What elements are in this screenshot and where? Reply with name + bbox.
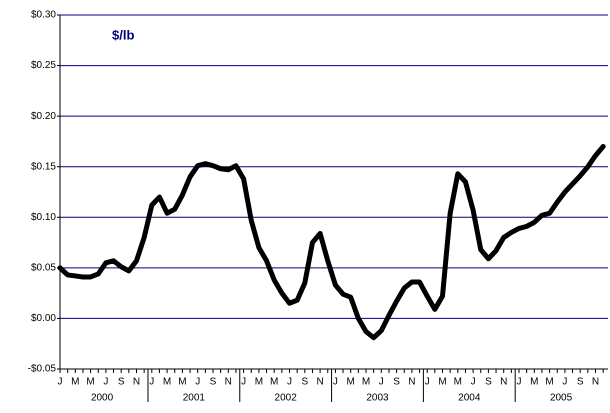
year-label: 2004 xyxy=(458,393,481,404)
year-label: 2002 xyxy=(275,393,298,404)
x-tick-label: J xyxy=(425,377,430,388)
x-tick-label: S xyxy=(393,377,400,388)
price-line xyxy=(57,143,606,341)
x-tick-label: J xyxy=(471,377,476,388)
y-tick-label: -$0.05 xyxy=(28,364,57,375)
x-tick-label: N xyxy=(133,377,140,388)
x-tick-label: S xyxy=(118,377,125,388)
y-tick-label: $0.25 xyxy=(31,60,56,71)
x-tick-label: M xyxy=(71,377,79,388)
x-tick-label: N xyxy=(500,377,507,388)
x-tick-label: S xyxy=(301,377,308,388)
y-tick-label: $0.20 xyxy=(31,111,56,122)
x-tick-label: M xyxy=(178,377,186,388)
x-tick-label: M xyxy=(255,377,263,388)
x-tick-label: M xyxy=(163,377,171,388)
y-tick-label: $0.00 xyxy=(31,313,56,324)
x-tick-label: J xyxy=(287,377,292,388)
x-tick-label: J xyxy=(241,377,246,388)
x-tick-label: M xyxy=(270,377,278,388)
x-tick-label: S xyxy=(577,377,584,388)
year-label: 2000 xyxy=(91,393,114,404)
x-tick-label: J xyxy=(195,377,200,388)
x-tick-label: N xyxy=(316,377,323,388)
year-label: 2001 xyxy=(183,393,206,404)
y-tick-label: $0.15 xyxy=(31,161,56,172)
x-tick-label: J xyxy=(333,377,338,388)
x-tick-label: M xyxy=(454,377,462,388)
x-tick-label: J xyxy=(103,377,108,388)
x-tick-label: N xyxy=(408,377,415,388)
x-tick-label: J xyxy=(149,377,154,388)
x-tick-label: J xyxy=(379,377,384,388)
x-tick-label: J xyxy=(562,377,567,388)
x-tick-label: S xyxy=(485,377,492,388)
x-tick-label: N xyxy=(225,377,232,388)
x-tick-label: M xyxy=(545,377,553,388)
x-tick-label: J xyxy=(58,377,63,388)
x-tick-label: J xyxy=(517,377,522,388)
y-tick-label: $0.05 xyxy=(31,262,56,273)
x-tick-label: M xyxy=(438,377,446,388)
x-tick-label: N xyxy=(592,377,599,388)
y-tick-label: $0.30 xyxy=(31,10,56,21)
x-tick-label: M xyxy=(86,377,94,388)
x-tick-label: M xyxy=(347,377,355,388)
x-tick-label: S xyxy=(210,377,217,388)
x-tick-label: M xyxy=(362,377,370,388)
year-label: 2003 xyxy=(366,393,389,404)
year-label: 2005 xyxy=(550,393,573,404)
x-tick-label: M xyxy=(530,377,538,388)
unit-annotation: $/lb xyxy=(112,27,134,42)
y-tick-label: $0.10 xyxy=(31,212,56,223)
